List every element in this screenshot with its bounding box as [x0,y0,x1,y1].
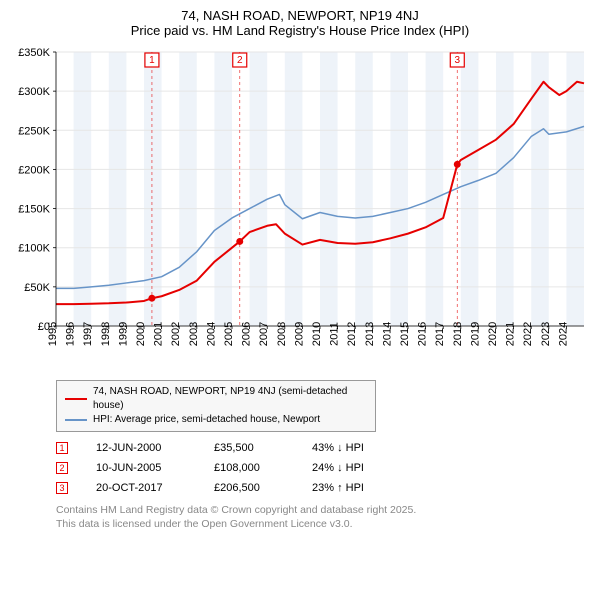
svg-text:2013: 2013 [364,322,376,346]
svg-text:£50K: £50K [24,282,50,294]
legend: 74, NASH ROAD, NEWPORT, NP19 4NJ (semi-d… [56,380,376,432]
transaction-price: £35,500 [214,442,284,454]
chart-title-line1: 74, NASH ROAD, NEWPORT, NP19 4NJ [8,8,592,23]
svg-text:1999: 1999 [117,322,129,346]
transaction-marker-icon: 3 [56,482,68,494]
svg-text:2022: 2022 [522,322,534,346]
svg-text:2001: 2001 [153,322,165,346]
svg-text:1995: 1995 [47,322,59,346]
svg-text:2007: 2007 [258,322,270,346]
transaction-price: £206,500 [214,482,284,494]
chart-container: 74, NASH ROAD, NEWPORT, NP19 4NJ Price p… [8,8,592,531]
svg-text:2017: 2017 [434,322,446,346]
svg-text:2023: 2023 [540,322,552,346]
svg-text:3: 3 [454,55,460,66]
transaction-price: £108,000 [214,462,284,474]
transaction-row: 1 12-JUN-2000 £35,500 43% ↓ HPI [56,438,592,458]
transaction-date: 12-JUN-2000 [96,442,186,454]
svg-text:2008: 2008 [276,322,288,346]
svg-text:£350K: £350K [18,47,50,59]
svg-text:1997: 1997 [82,322,94,346]
legend-label-hpi: HPI: Average price, semi-detached house,… [93,413,320,427]
svg-text:2018: 2018 [452,322,464,346]
attribution-line1: Contains HM Land Registry data © Crown c… [56,504,592,518]
svg-text:£200K: £200K [18,164,50,176]
transaction-date: 20-OCT-2017 [96,482,186,494]
svg-text:2003: 2003 [188,322,200,346]
svg-text:1996: 1996 [65,322,77,346]
transaction-date: 10-JUN-2005 [96,462,186,474]
legend-swatch-property [65,398,87,400]
svg-text:£300K: £300K [18,86,50,98]
svg-text:2021: 2021 [505,322,517,346]
svg-text:2014: 2014 [381,322,393,346]
attribution-line2: This data is licensed under the Open Gov… [56,518,592,532]
attribution: Contains HM Land Registry data © Crown c… [56,504,592,531]
transaction-delta: 43% ↓ HPI [312,442,392,454]
legend-swatch-hpi [65,419,87,421]
chart-title-line2: Price paid vs. HM Land Registry's House … [8,23,592,38]
transaction-marker-icon: 1 [56,442,68,454]
chart-svg: 123£0£50K£100K£150K£200K£250K£300K£350K1… [8,44,592,374]
svg-text:£150K: £150K [18,204,50,216]
transaction-row: 2 10-JUN-2005 £108,000 24% ↓ HPI [56,458,592,478]
transaction-row: 3 20-OCT-2017 £206,500 23% ↑ HPI [56,478,592,498]
svg-text:2015: 2015 [399,322,411,346]
svg-text:2006: 2006 [241,322,253,346]
transaction-marker-icon: 2 [56,462,68,474]
svg-text:2012: 2012 [346,322,358,346]
svg-text:2000: 2000 [135,322,147,346]
svg-text:2: 2 [237,55,243,66]
transaction-delta: 24% ↓ HPI [312,462,392,474]
transactions-table: 1 12-JUN-2000 £35,500 43% ↓ HPI 2 10-JUN… [56,438,592,498]
svg-text:2010: 2010 [311,322,323,346]
svg-text:2009: 2009 [293,322,305,346]
svg-text:2005: 2005 [223,322,235,346]
svg-text:2024: 2024 [557,322,569,346]
svg-text:1998: 1998 [100,322,112,346]
legend-label-property: 74, NASH ROAD, NEWPORT, NP19 4NJ (semi-d… [93,385,367,413]
svg-text:2019: 2019 [469,322,481,346]
legend-item-hpi: HPI: Average price, semi-detached house,… [65,413,367,427]
transaction-delta: 23% ↑ HPI [312,482,392,494]
svg-text:£250K: £250K [18,125,50,137]
svg-text:£100K: £100K [18,243,50,255]
svg-text:2020: 2020 [487,322,499,346]
svg-text:2016: 2016 [417,322,429,346]
svg-text:2002: 2002 [170,322,182,346]
svg-text:1: 1 [149,55,155,66]
legend-item-property: 74, NASH ROAD, NEWPORT, NP19 4NJ (semi-d… [65,385,367,413]
plot-area: 123£0£50K£100K£150K£200K£250K£300K£350K1… [8,44,592,374]
svg-text:2004: 2004 [205,322,217,346]
